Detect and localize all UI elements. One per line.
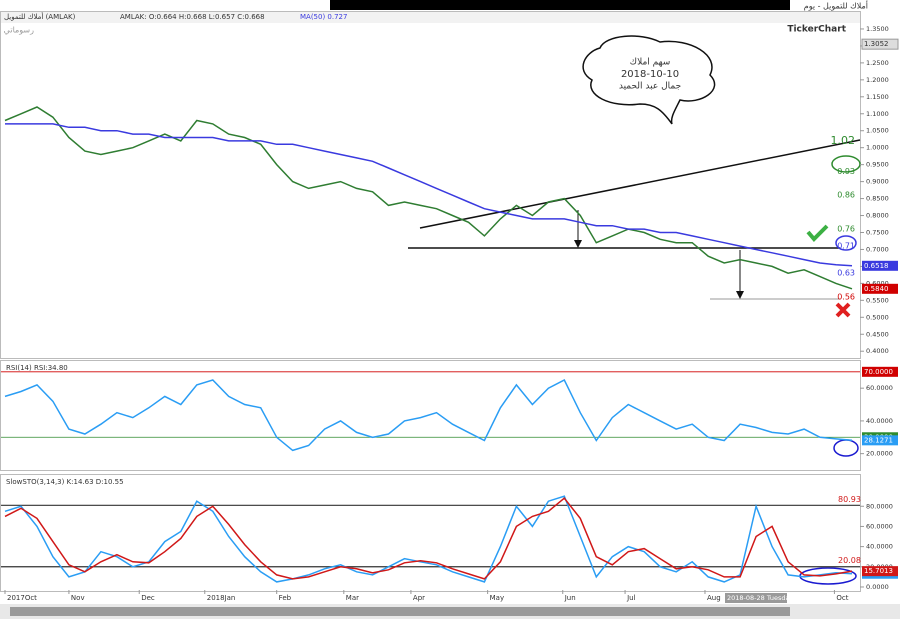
- y-tick-label: 0.5500: [866, 296, 889, 304]
- y-tick-label: 0.7000: [866, 245, 889, 253]
- y-tick-label: 20.0000: [866, 450, 893, 458]
- series-line: [4, 106, 853, 290]
- level-label: 0.76: [837, 225, 855, 234]
- y-tick-label: 1.2000: [866, 76, 889, 84]
- x-tick-label: Feb: [279, 594, 292, 602]
- value-badge: [862, 566, 898, 577]
- drawings-tab: رسوماتي: [4, 26, 34, 35]
- y-tick-label: 0.6000: [866, 279, 889, 287]
- y-tick-label: 1.1000: [866, 110, 889, 118]
- circle-mark: [835, 235, 857, 251]
- marker-badge: [861, 38, 899, 50]
- y-tick-label: 80.0000: [866, 502, 893, 510]
- y-tick-label: 1.0000: [866, 144, 889, 152]
- panel-title: RSI(14) RSI:34.80: [6, 364, 68, 372]
- x-tick-label: Oct: [836, 594, 848, 602]
- y-tick-label: 0.8500: [866, 195, 889, 203]
- series-line: [4, 497, 853, 580]
- level-label: 0.56: [837, 292, 855, 301]
- x-tick-label: Jun: [564, 594, 576, 602]
- y-tick-label: 0.9500: [866, 161, 889, 169]
- x-tick-label: Jul: [626, 594, 636, 602]
- series-line: [4, 378, 853, 452]
- trend-line: [419, 139, 861, 229]
- cursor-badge: [725, 593, 787, 603]
- x-tick-label: Dec: [141, 594, 155, 602]
- cross-icon: [835, 302, 851, 318]
- level-label: 1.02: [831, 134, 856, 147]
- y-tick-label: 0.9000: [866, 178, 889, 186]
- level-label: 0.63: [837, 269, 855, 278]
- series-line: [5, 123, 853, 267]
- y-tick-label: 0.0000: [866, 583, 889, 591]
- arrow-head: [736, 291, 744, 299]
- panel-title: SlowSTO(3,14,3) K:14.63 D:10.55: [6, 478, 124, 486]
- y-tick-label: 1.2500: [866, 59, 889, 67]
- y-tick-label: 60.0000: [866, 522, 893, 530]
- level-label: 0.86: [837, 191, 855, 200]
- x-tick-label: Nov: [71, 594, 85, 602]
- x-tick-label: 2018Jan: [207, 594, 236, 602]
- reference-label: 80.93: [838, 495, 861, 504]
- note-line: 2018-10-10: [621, 69, 679, 80]
- x-tick-label: Apr: [413, 594, 425, 602]
- window-title: أملاك للتمويل - يوم: [804, 1, 868, 11]
- price-frame: [0, 11, 861, 359]
- y-tick-label: 40.0000: [866, 543, 893, 551]
- level-label: 0.71: [837, 242, 855, 251]
- reference-badge: [862, 366, 898, 377]
- y-tick-label: 60.0000: [866, 384, 893, 392]
- panel-subtitle: MA(50) 0.727: [300, 13, 347, 21]
- stoch-frame: [0, 474, 861, 592]
- note-cloud: [582, 35, 716, 125]
- value-badge: [862, 260, 898, 271]
- value-badge-label: 28.1271: [864, 436, 893, 444]
- y-tick-label: 0.8000: [866, 212, 889, 220]
- x-tick-label: Aug: [707, 594, 721, 602]
- y-tick-label: 1.0500: [866, 127, 889, 135]
- marker-label: 1.3052: [864, 40, 889, 48]
- x-tick-label: May: [490, 594, 504, 602]
- rsi-frame: [0, 360, 861, 471]
- y-tick-label: 0.5000: [866, 313, 889, 321]
- y-tick-label: 0.7500: [866, 228, 889, 236]
- panel-title: AMLAK: O:0.664 H:0.668 L:0.657 C:0.668: [120, 13, 265, 21]
- y-tick-label: 0.4500: [866, 330, 889, 338]
- reference-label: 70.0000: [864, 368, 893, 376]
- check-icon: [806, 224, 829, 242]
- header-bar: [0, 11, 860, 23]
- x-tick-label: Mar: [346, 594, 359, 602]
- y-tick-label: 1.1500: [866, 93, 889, 101]
- symbol: أملاك للتمويل (AMLAK): [4, 12, 76, 21]
- cursor-label: 2018-08-28 Tuesday: [727, 594, 793, 602]
- top-bar: [330, 0, 790, 10]
- note-line: جمال عبد الحميد: [619, 82, 681, 92]
- value-badge: [862, 283, 898, 294]
- logo: TickerChart: [787, 25, 846, 35]
- scroll-thumb[interactable]: [10, 607, 790, 616]
- value-badge-label: 15.7013: [864, 567, 893, 575]
- note-line: سهم املاك: [630, 58, 671, 68]
- level-label: 0.93: [837, 167, 855, 176]
- arrow-head: [574, 240, 582, 248]
- circle-mark: [831, 155, 861, 173]
- y-tick-label: 0.4000: [866, 347, 889, 355]
- y-tick-label: 40.0000: [866, 417, 893, 425]
- value-badge-label: 0.6518: [864, 262, 889, 270]
- reference-label: 20.08: [838, 556, 861, 565]
- x-tick-label: 2017Oct: [7, 594, 37, 602]
- y-tick-label: 1.3500: [866, 25, 889, 33]
- value-badge-label: 0.5840: [864, 285, 889, 293]
- value-badge: [862, 435, 898, 446]
